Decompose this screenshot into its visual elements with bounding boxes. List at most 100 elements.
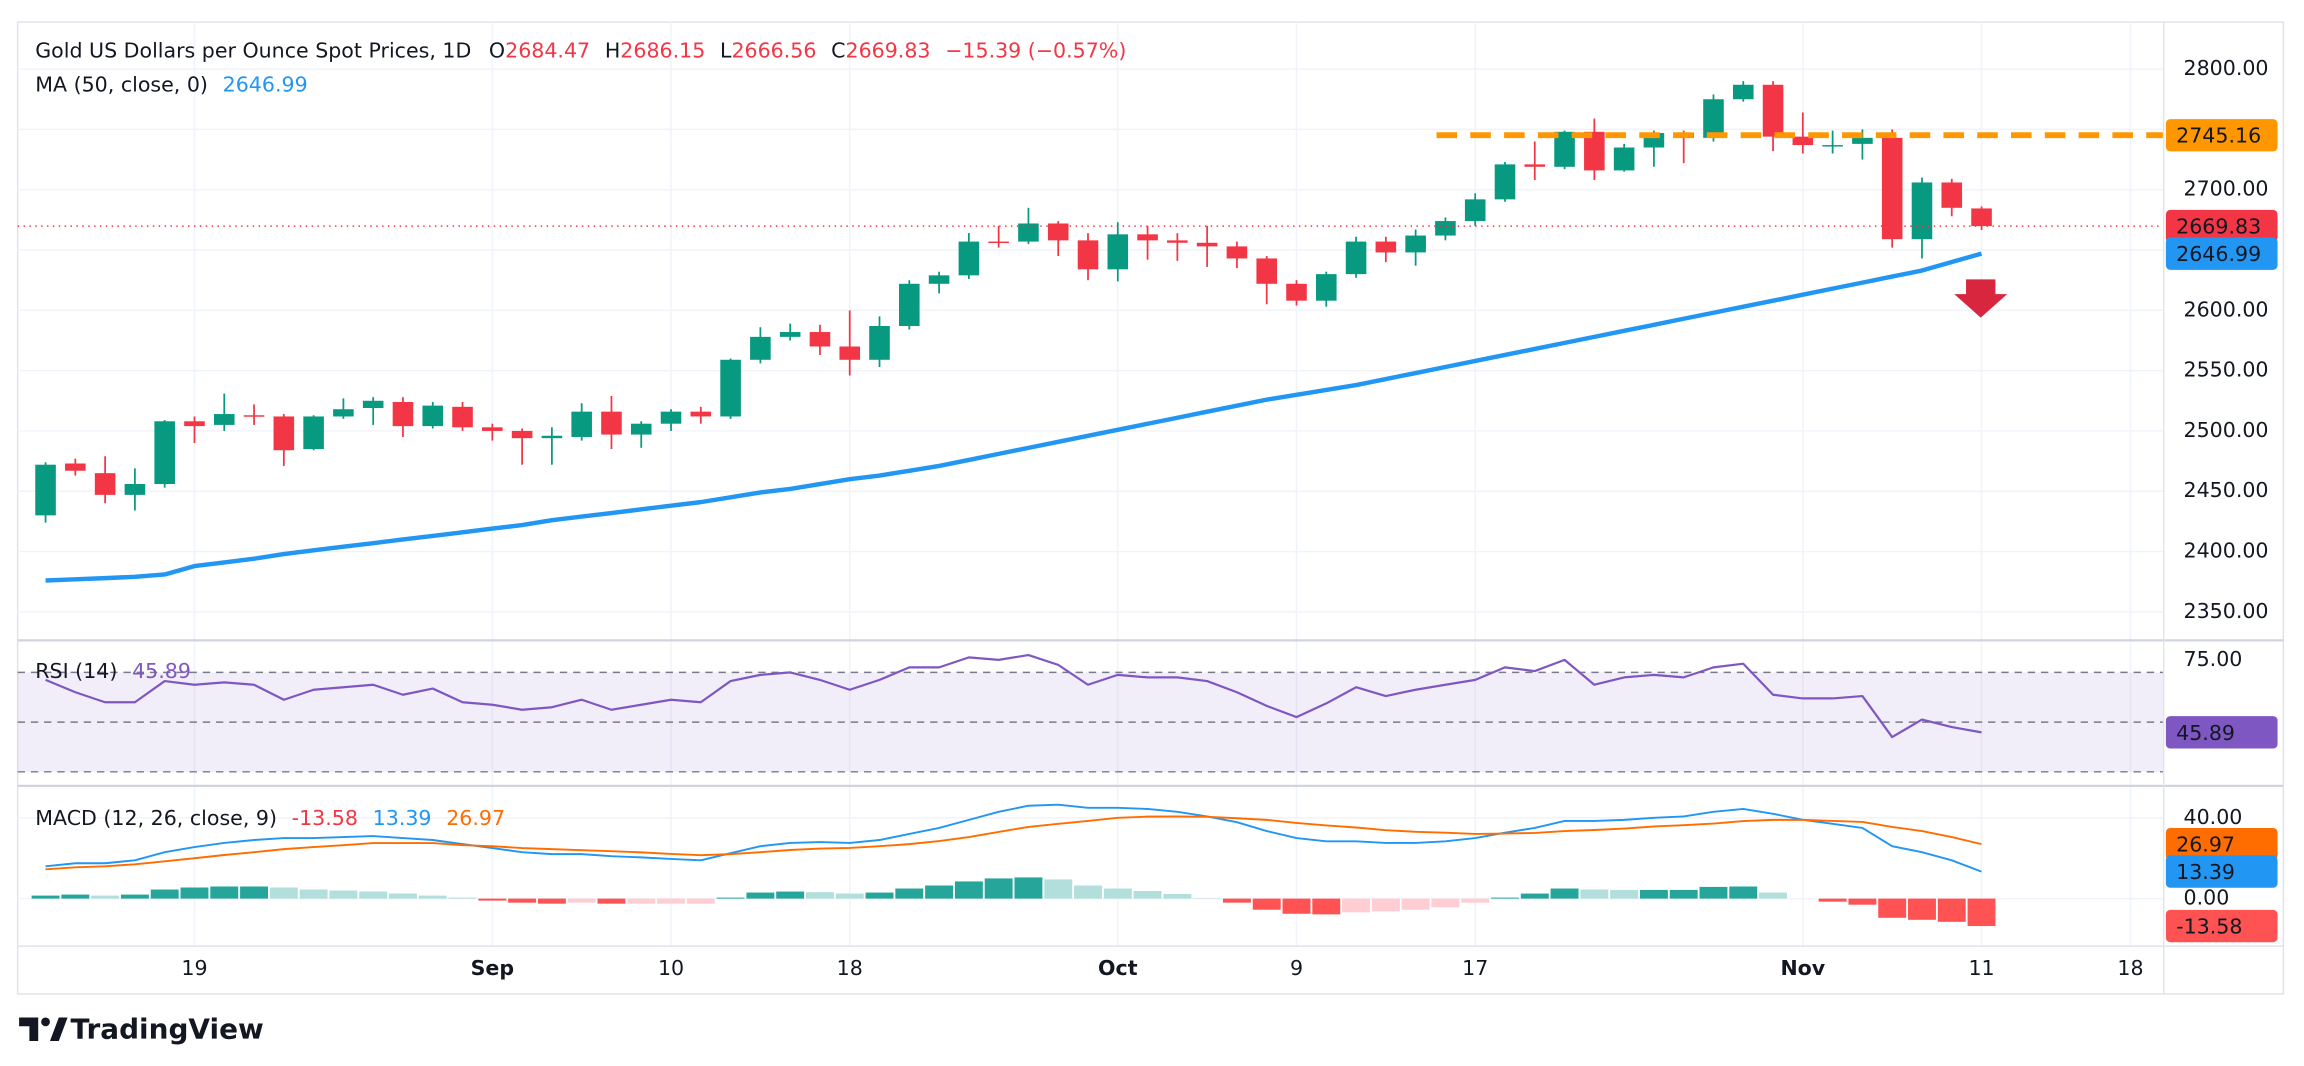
histogram-bar xyxy=(150,889,179,899)
axis-value-label: -13.58 xyxy=(2176,915,2242,939)
ohlc-letter: H xyxy=(605,38,620,62)
axis-value-label: 2646.99 xyxy=(2176,242,2261,266)
signal-line xyxy=(45,815,1982,871)
brand-name: TradingView xyxy=(71,1013,264,1046)
candle-body xyxy=(362,400,384,409)
logo-shape xyxy=(41,1017,50,1027)
histogram-bar xyxy=(1699,886,1728,899)
macd-value: 13.39 xyxy=(373,806,432,830)
candle-body xyxy=(1881,137,1903,240)
histogram-bar xyxy=(537,898,566,904)
axis-value-box xyxy=(2165,716,2278,749)
x-tick-label: 9 xyxy=(1290,956,1303,980)
candle-body xyxy=(1167,240,1188,243)
candle-body xyxy=(1137,234,1158,241)
change: −15.39 (−0.57%) xyxy=(945,38,1126,62)
logo-shape xyxy=(49,1017,68,1042)
histogram-bar xyxy=(984,878,1013,899)
histogram-bar xyxy=(1878,898,1907,918)
rsi-legend: RSI (14) 45.89 xyxy=(35,659,191,683)
histogram-bar xyxy=(61,894,90,899)
histogram-bar xyxy=(1908,898,1936,920)
histogram-bar xyxy=(1580,889,1609,899)
histogram-bar xyxy=(1848,898,1877,905)
candle-body xyxy=(988,241,1009,244)
histogram-bar xyxy=(418,895,447,899)
ma-name: MA (50, close, 0) xyxy=(35,72,208,96)
macd-title: MACD (12, 26, close, 9) xyxy=(35,806,277,830)
ohlc-letter: L xyxy=(720,38,732,62)
histogram-bar xyxy=(1610,889,1639,899)
chart-title: Gold US Dollars per Ounce Spot Prices, 1… xyxy=(35,38,471,62)
y-tick-label: 0.00 xyxy=(2184,886,2230,910)
histogram-value: -13.58 xyxy=(292,806,358,830)
candle-body xyxy=(958,241,980,276)
histogram-bar xyxy=(1759,892,1788,899)
candle-body xyxy=(65,463,86,471)
histogram-bar xyxy=(1520,893,1549,899)
rsi-line xyxy=(45,653,1982,739)
histogram-bar xyxy=(954,881,983,899)
x-tick-label: 19 xyxy=(181,956,207,980)
histogram-bar xyxy=(1639,889,1668,899)
histogram-bar xyxy=(567,898,596,903)
brand-logo: TradingView xyxy=(19,1013,264,1046)
candle-body xyxy=(541,435,563,439)
candle-body xyxy=(1792,136,1814,146)
candle-body xyxy=(1435,221,1456,236)
candle-body xyxy=(124,484,146,495)
candle-body xyxy=(1584,131,1605,171)
candle-body xyxy=(869,326,890,360)
candle-body xyxy=(1703,99,1724,138)
labels-layer: 19 Sep 10 18 Oct 9 17 Nov 11 18 2350.00 2400.00 2450… xyxy=(181,56,2278,980)
ohlc-letter: O xyxy=(489,38,505,62)
axis-value-label: 45.89 xyxy=(2176,721,2235,745)
signal-value: 26.97 xyxy=(446,806,505,830)
candle-body xyxy=(94,473,116,495)
histogram-bar xyxy=(299,889,328,899)
y-tick-label: 75.00 xyxy=(2184,647,2243,671)
ohlc-value: 2686.15 xyxy=(620,38,705,62)
candle-body xyxy=(630,423,652,435)
rsi-value: 45.89 xyxy=(132,659,191,683)
histogram-bar xyxy=(1550,888,1579,899)
axis-value-box xyxy=(2165,119,2278,152)
histogram-bar xyxy=(657,898,685,904)
logo-shape xyxy=(19,1017,39,1042)
axis-value-box xyxy=(2165,855,2278,888)
axis-value-label: 2745.16 xyxy=(2176,124,2261,148)
y-tick-label: 2700.00 xyxy=(2184,177,2269,201)
axis-value-box xyxy=(2165,909,2278,943)
down-arrow xyxy=(1954,279,2008,318)
histogram-bar xyxy=(120,894,149,899)
candle-body xyxy=(1852,137,1873,144)
frame xyxy=(16,21,2285,995)
candle-body xyxy=(273,416,295,451)
histogram-bar xyxy=(389,893,417,899)
candle-body xyxy=(1911,182,1933,240)
histogram-bar xyxy=(1103,888,1132,899)
candle-body xyxy=(1107,234,1129,270)
candle-body xyxy=(1345,241,1367,275)
candle-body xyxy=(779,332,801,337)
histogram-bar xyxy=(359,891,388,899)
candle-body xyxy=(1941,182,1963,208)
ohlc-value: 2669.83 xyxy=(846,38,931,62)
histogram-bar xyxy=(1818,898,1847,902)
histogram-bar xyxy=(1729,886,1758,899)
y-tick-label: 2400.00 xyxy=(2184,539,2269,563)
candle-body xyxy=(899,283,920,327)
candle-body xyxy=(1077,240,1099,270)
histogram-bar xyxy=(1461,898,1490,903)
candle-body xyxy=(571,411,592,437)
histogram-bar xyxy=(1342,898,1371,913)
marks-layer xyxy=(17,81,2163,927)
axis-value-box xyxy=(2165,827,2278,861)
candle-body xyxy=(154,421,175,485)
histogram-bar xyxy=(1282,898,1311,914)
ohlc-value: 2666.56 xyxy=(731,38,816,62)
macd-legend: MACD (12, 26, close, 9) -13.58 13.39 26.97 xyxy=(35,806,505,830)
